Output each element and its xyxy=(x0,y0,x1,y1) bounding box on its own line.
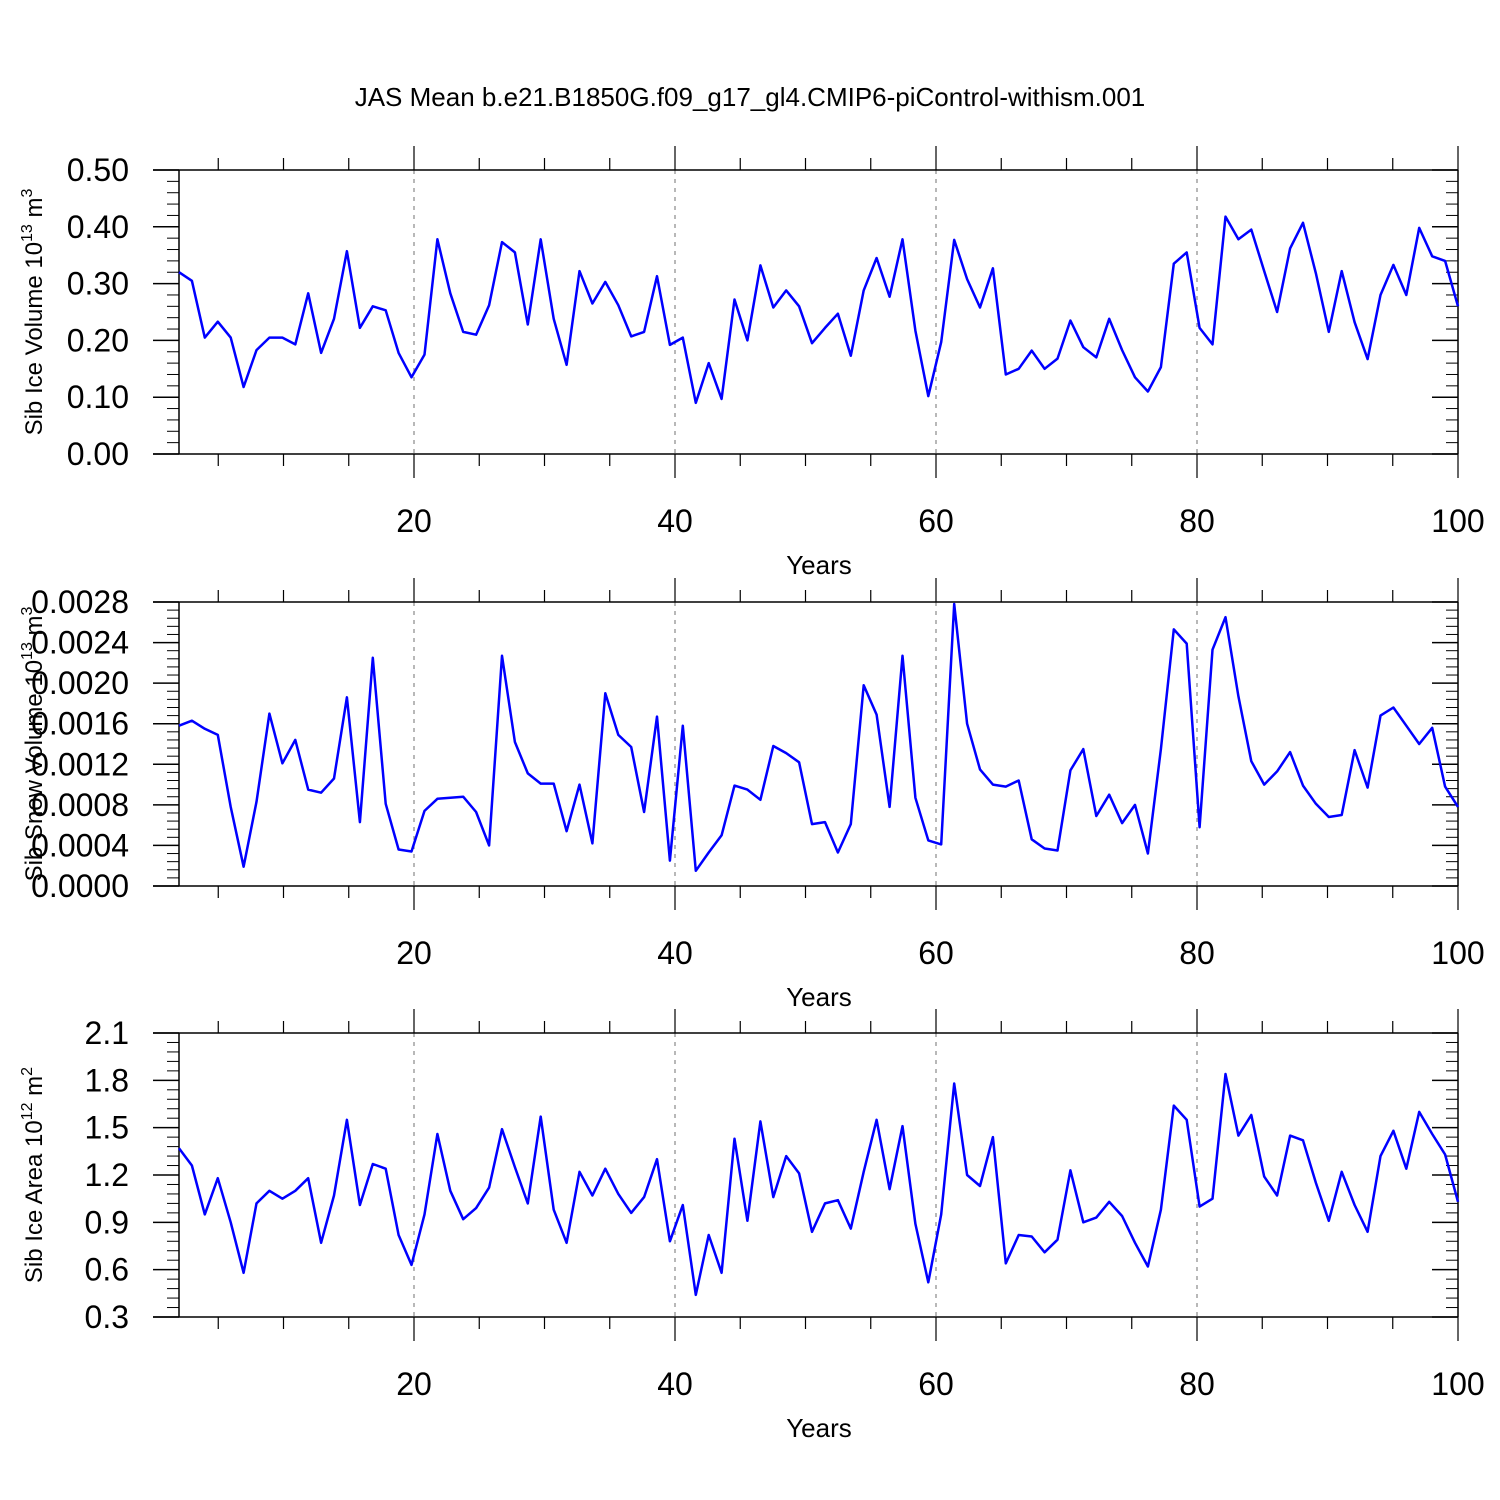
y-tick-label: 1.8 xyxy=(85,1062,129,1098)
x-tick-label: 20 xyxy=(396,1366,432,1402)
y-tick-label: 0.0000 xyxy=(31,868,129,904)
x-tick-label: 20 xyxy=(396,503,432,539)
y-tick-label: 0.50 xyxy=(67,152,129,188)
panel-ice-area: Sib Ice Area 1012 m2 Years 0.3 0.6 0.9 1.2 1… xyxy=(19,1009,1485,1443)
y-tick-label: 1.2 xyxy=(85,1157,129,1193)
x-tick-label: 80 xyxy=(1179,935,1215,971)
y-tick-label: 0.3 xyxy=(85,1299,129,1335)
y-tick-label: 0.0024 xyxy=(31,625,129,661)
ylabel-ice-volume: Sib Ice Volume 1013 m3 xyxy=(19,188,48,435)
y-tick-label: 0.0004 xyxy=(31,827,129,863)
panel-snow-volume: Sib Snow Volume 1013 m3 Years 0.0000 0.00… xyxy=(19,578,1485,1012)
y-tick-label: 0.30 xyxy=(67,266,129,302)
x-tick-label: 40 xyxy=(657,1366,693,1402)
x-tick-label: 80 xyxy=(1179,1366,1215,1402)
x-tick-label: 100 xyxy=(1431,935,1484,971)
series-line xyxy=(178,602,1460,873)
x-tick-label: 40 xyxy=(657,935,693,971)
y-tick-label: 0.0016 xyxy=(31,706,129,742)
y-tick-label: 0.00 xyxy=(67,436,129,472)
y-tick-label: 0.0008 xyxy=(31,787,129,823)
x-tick-label: 60 xyxy=(918,1366,954,1402)
x-tick-label: 80 xyxy=(1179,503,1215,539)
x-tick-label: 40 xyxy=(657,503,693,539)
x-tick-label: 60 xyxy=(918,503,954,539)
ylabel-snow-volume: Sib Snow Volume 1013 m3 xyxy=(19,606,48,881)
xlabel-snow-volume: Years xyxy=(786,982,852,1012)
y-tick-label: 0.6 xyxy=(85,1252,129,1288)
x-tick-label: 20 xyxy=(396,935,432,971)
series-line xyxy=(177,1072,1460,1297)
y-tick-label: 0.10 xyxy=(67,379,129,415)
y-tick-label: 2.1 xyxy=(85,1015,129,1051)
y-tick-label: 0.0020 xyxy=(31,665,129,701)
series-line xyxy=(178,215,1460,405)
y-tick-label: 0.0012 xyxy=(31,746,129,782)
y-tick-label: 0.9 xyxy=(85,1204,129,1240)
ylabel-ice-area: Sib Ice Area 1012 m2 xyxy=(19,1067,48,1283)
y-tick-label: 1.5 xyxy=(85,1110,129,1146)
y-tick-label: 0.20 xyxy=(67,322,129,358)
xlabel-ice-volume: Years xyxy=(786,550,852,580)
x-tick-label: 100 xyxy=(1431,1366,1484,1402)
x-tick-label: 60 xyxy=(918,935,954,971)
xlabel-ice-area: Years xyxy=(786,1413,852,1443)
y-tick-label: 0.40 xyxy=(67,209,129,245)
x-tick-label: 100 xyxy=(1431,503,1484,539)
panel-ice-volume: Sib Ice Volume 1013 m3 Years 0.00 0.10 0.2… xyxy=(19,146,1485,580)
figure-title: JAS Mean b.e21.B1850G.f09_g17_gl4.CMIP6-… xyxy=(355,82,1146,112)
y-tick-label: 0.0028 xyxy=(31,584,129,620)
